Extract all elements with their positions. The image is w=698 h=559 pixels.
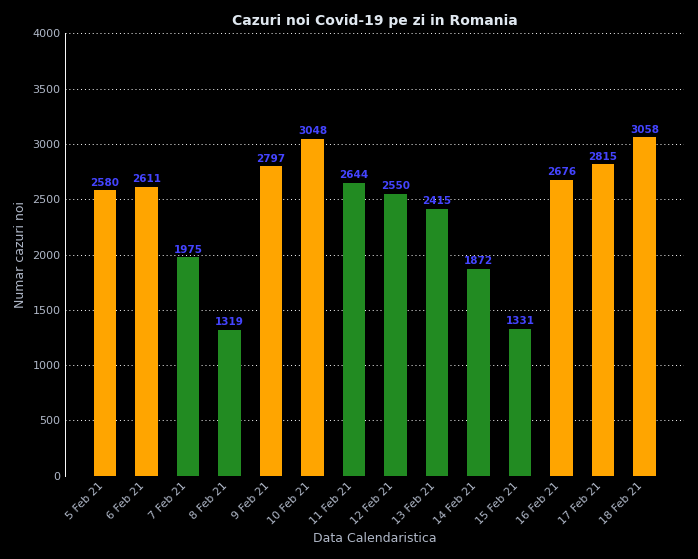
Text: 3058: 3058 [630,125,659,135]
Text: 1975: 1975 [174,244,202,254]
Text: 2550: 2550 [381,181,410,191]
Bar [218,330,241,476]
Bar [633,138,656,476]
Text: 1872: 1872 [464,256,493,266]
Bar [550,180,573,476]
Text: 2415: 2415 [422,196,452,206]
Bar [177,257,200,476]
Bar [509,329,531,476]
Bar [592,164,614,476]
Bar [94,191,117,476]
Text: 2676: 2676 [547,167,576,177]
Bar [301,139,324,476]
Text: 2644: 2644 [339,170,369,181]
Text: 2815: 2815 [588,151,618,162]
Text: 1319: 1319 [215,317,244,327]
X-axis label: Data Calendaristica: Data Calendaristica [313,532,436,545]
Title: Cazuri noi Covid-19 pe zi in Romania: Cazuri noi Covid-19 pe zi in Romania [232,14,518,28]
Text: 1331: 1331 [505,316,535,326]
Bar [260,167,283,476]
Bar [343,183,366,476]
Text: 2797: 2797 [256,154,285,164]
Text: 2611: 2611 [132,174,161,184]
Text: 2580: 2580 [91,178,119,188]
Bar [135,187,158,476]
Bar [384,193,407,476]
Y-axis label: Numar cazuri noi: Numar cazuri noi [14,201,27,308]
Bar [426,209,448,476]
Bar [467,269,490,476]
Text: 3048: 3048 [298,126,327,136]
